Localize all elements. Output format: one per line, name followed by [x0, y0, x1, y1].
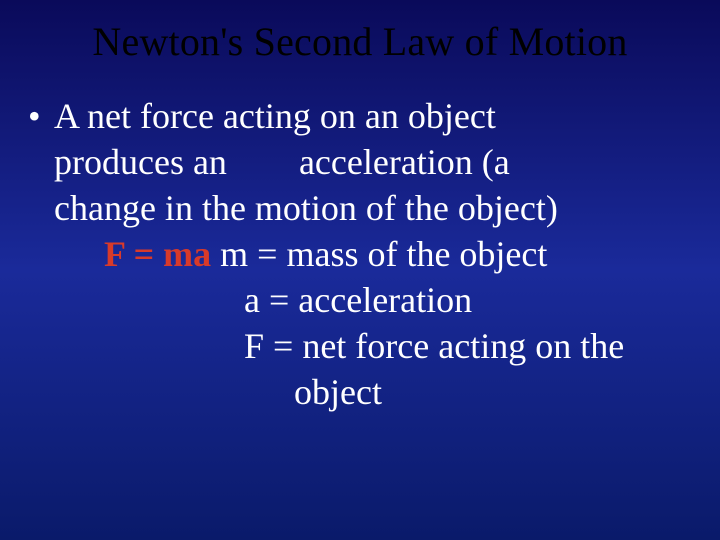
body-line-3: change in the motion of the object) [54, 185, 700, 231]
body-line-4-rest: m = mass of the object [211, 234, 547, 274]
body-line-6: F = net force acting on the [54, 323, 700, 369]
body-line-2b: acceleration (a [299, 142, 510, 182]
body-line-1: A net force acting on an object [54, 93, 700, 139]
body-line-2: produces an acceleration (a [54, 139, 700, 185]
body-line-2a: produces an [54, 142, 227, 182]
body-line-7: object [54, 369, 700, 415]
bullet-item: • A net force acting on an object produc… [26, 93, 700, 416]
slide-title: Newton's Second Law of Motion [20, 18, 700, 65]
bullet-marker: • [26, 93, 54, 139]
formula-text: F = ma [104, 234, 211, 274]
body-line-4: F = ma m = mass of the object [54, 231, 700, 277]
body-line-5: a = acceleration [54, 277, 700, 323]
bullet-body: A net force acting on an object produces… [54, 93, 700, 416]
slide: Newton's Second Law of Motion • A net fo… [0, 0, 720, 540]
slide-content: • A net force acting on an object produc… [20, 93, 700, 416]
